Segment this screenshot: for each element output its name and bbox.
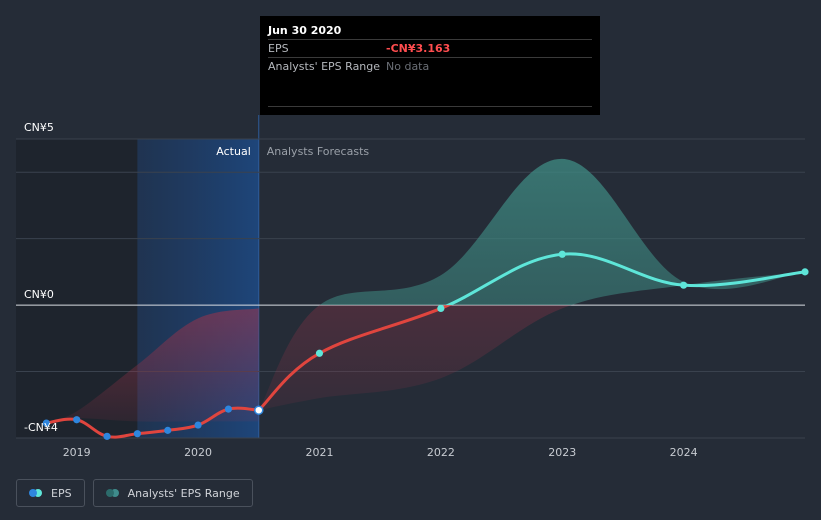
eps-forecast-point — [680, 281, 688, 289]
tooltip: Jun 30 2020 EPS -CN¥3.163 Analysts' EPS … — [260, 16, 600, 115]
legend-eps-label: EPS — [51, 486, 72, 500]
tooltip-divider — [268, 106, 592, 107]
past-range-area — [46, 308, 259, 422]
range-legend-icon — [105, 489, 122, 497]
x-tick-label: 2024 — [670, 446, 698, 459]
region-label-actual: Actual — [216, 145, 250, 158]
eps-forecast-point — [315, 349, 324, 357]
tooltip-row-range: Analysts' EPS Range No data — [268, 57, 592, 75]
legend: EPS Analysts' EPS Range — [16, 479, 253, 507]
eps-legend-icon — [29, 489, 45, 497]
eps-actual-point — [224, 405, 233, 413]
eps-actual-point — [103, 432, 111, 440]
y-tick-label: CN¥5 — [24, 121, 54, 134]
eps-actual-point — [42, 419, 50, 427]
eps-forecast-point — [558, 250, 566, 258]
tooltip-eps-label: EPS — [268, 42, 289, 55]
tooltip-range-label: Analysts' EPS Range — [268, 60, 381, 73]
tooltip-range-value: No data — [386, 60, 430, 73]
forecast-range-area-negative — [258, 305, 572, 411]
eps-actual-point — [254, 405, 264, 415]
y-tick-label: CN¥0 — [24, 288, 54, 301]
x-tick-label: 2022 — [427, 446, 455, 459]
x-tick-label: 2023 — [548, 446, 576, 459]
x-tick-label: 2019 — [63, 446, 91, 459]
forecast-range-area-positive — [319, 158, 805, 306]
region-label-forecast: Analysts Forecasts — [267, 145, 370, 158]
x-tick-label: 2020 — [184, 446, 212, 459]
legend-range-label: Analysts' EPS Range — [127, 486, 240, 500]
eps-actual-point — [194, 421, 202, 429]
x-tick-label: 2021 — [305, 446, 333, 459]
legend-item-range[interactable]: Analysts' EPS Range — [92, 479, 253, 507]
tooltip-eps-value: -CN¥3.163 — [386, 42, 451, 55]
eps-forecast-point — [801, 268, 809, 276]
eps-actual-point — [133, 430, 141, 438]
legend-item-eps[interactable]: EPS — [16, 479, 85, 507]
tooltip-row-eps: EPS -CN¥3.163 — [268, 39, 592, 57]
tooltip-date: Jun 30 2020 — [268, 24, 342, 37]
y-tick-label: -CN¥4 — [24, 421, 58, 434]
eps-forecast-line-positive — [444, 252, 806, 306]
eps-actual-point — [73, 416, 81, 424]
eps-actual-point — [164, 426, 172, 434]
eps-forecast-point — [437, 304, 445, 313]
